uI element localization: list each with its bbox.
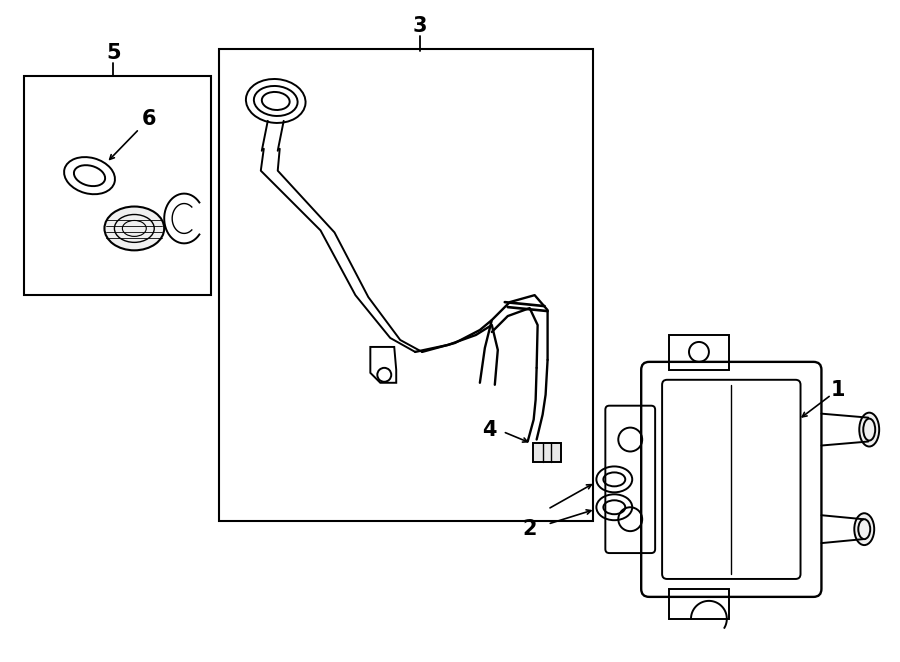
Ellipse shape xyxy=(854,513,874,545)
Text: 5: 5 xyxy=(106,43,121,63)
Ellipse shape xyxy=(104,207,164,250)
Text: 6: 6 xyxy=(142,109,157,129)
Text: 2: 2 xyxy=(522,519,537,539)
Text: 1: 1 xyxy=(831,380,846,400)
Bar xyxy=(669,335,729,370)
Ellipse shape xyxy=(860,412,879,446)
Bar xyxy=(219,49,593,521)
Bar xyxy=(533,442,561,463)
Text: 3: 3 xyxy=(413,17,428,36)
Text: 4: 4 xyxy=(482,420,497,440)
Bar xyxy=(669,589,729,619)
Bar xyxy=(23,76,211,295)
